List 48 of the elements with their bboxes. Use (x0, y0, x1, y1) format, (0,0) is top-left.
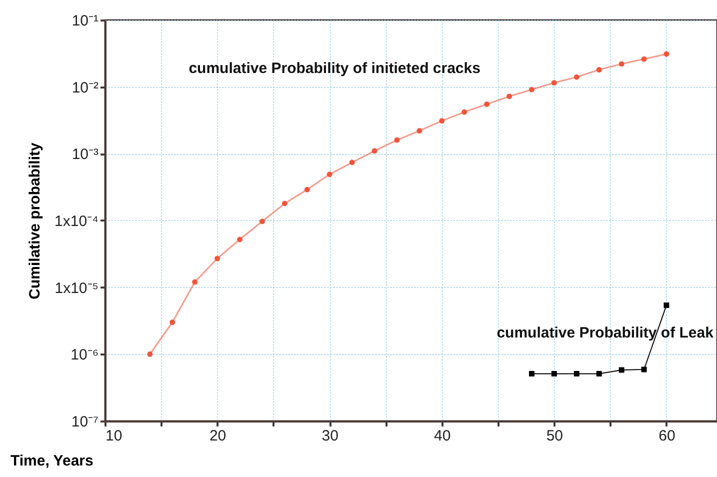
point (551, 370, 557, 376)
point (618, 367, 624, 373)
point (462, 109, 468, 115)
point (528, 86, 534, 92)
y-tick-label: 1x10⁻⁴ (54, 213, 98, 230)
point (484, 101, 490, 107)
point (528, 370, 534, 376)
y-tick-label: 10⁻⁶ (70, 346, 98, 364)
point (214, 256, 220, 262)
series-label: cumulative Probability of initieted cracks (188, 60, 480, 77)
x-tick-label: 40 (434, 428, 451, 444)
x-axis-title: Time, Years (10, 452, 94, 470)
x-tick-label: 30 (322, 428, 338, 444)
y-tick-label: 10⁻³ (72, 146, 98, 164)
point (326, 172, 332, 178)
point (664, 302, 670, 308)
point (664, 51, 670, 57)
point (349, 160, 355, 166)
point (282, 200, 288, 206)
y-tick-label: 10⁻² (72, 79, 98, 96)
x-tick-label: 20 (209, 428, 226, 444)
point (618, 61, 624, 67)
point (641, 366, 647, 372)
x-tick-label: 10 (106, 428, 122, 444)
point (574, 370, 580, 376)
point (506, 94, 512, 100)
point (259, 218, 265, 224)
y-tick-label: 1x10⁻⁵ (54, 280, 98, 297)
point (147, 351, 153, 357)
x-tick-label: 60 (658, 428, 676, 444)
text: cumulative Probability of Leak (496, 324, 714, 342)
x-tick-label: 50 (546, 428, 564, 444)
point (439, 118, 445, 124)
y-tick-label: 10⁻¹ (72, 12, 98, 30)
point (170, 320, 176, 326)
point (394, 137, 400, 143)
point (372, 148, 378, 154)
point (551, 80, 557, 86)
point (416, 128, 422, 134)
point (596, 370, 602, 376)
point (596, 67, 602, 73)
point (304, 186, 310, 192)
point (192, 279, 198, 285)
point (641, 56, 647, 62)
y-axis-title: Cumilative probability (26, 142, 44, 300)
point (574, 74, 580, 80)
y-tick-label: 10⁻⁷ (71, 414, 98, 430)
point (237, 236, 242, 242)
